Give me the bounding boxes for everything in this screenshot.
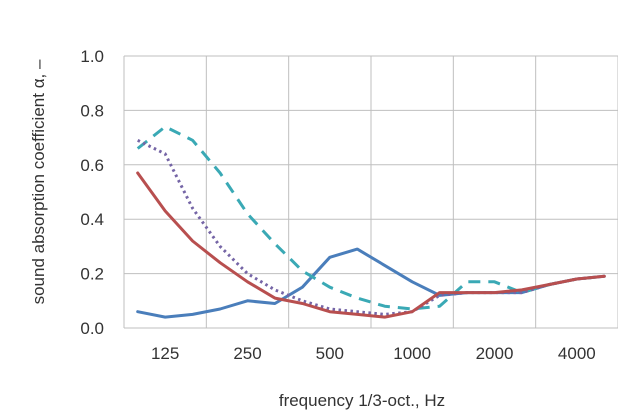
y-tick-label: 0.6 (80, 156, 104, 175)
y-tick-label: 0.0 (80, 319, 104, 338)
series-line-4 (136, 171, 606, 319)
x-tick-label: 250 (233, 344, 261, 363)
x-tick-label: 1000 (393, 344, 431, 363)
grid-lines (123, 55, 618, 329)
x-axis-title: frequency 1/3-oct., Hz (279, 391, 445, 410)
x-tick-label: 2000 (476, 344, 514, 363)
x-tick-label: 4000 (558, 344, 596, 363)
y-tick-labels: 0.0 0.2 0.4 0.6 0.8 1.0 (80, 47, 104, 338)
y-tick-label: 0.2 (80, 265, 104, 284)
series-layer (136, 125, 606, 319)
y-tick-label: 0.8 (80, 101, 104, 120)
series-line-3 (137, 138, 605, 316)
x-tick-label: 125 (151, 344, 179, 363)
y-tick-label: 1.0 (80, 47, 104, 66)
x-tick-labels: 125 250 500 1000 2000 4000 (151, 344, 596, 363)
y-axis-title: sound absorption coefficient α, – (29, 59, 48, 304)
x-tick-label: 500 (316, 344, 344, 363)
y-tick-label: 0.4 (80, 210, 104, 229)
